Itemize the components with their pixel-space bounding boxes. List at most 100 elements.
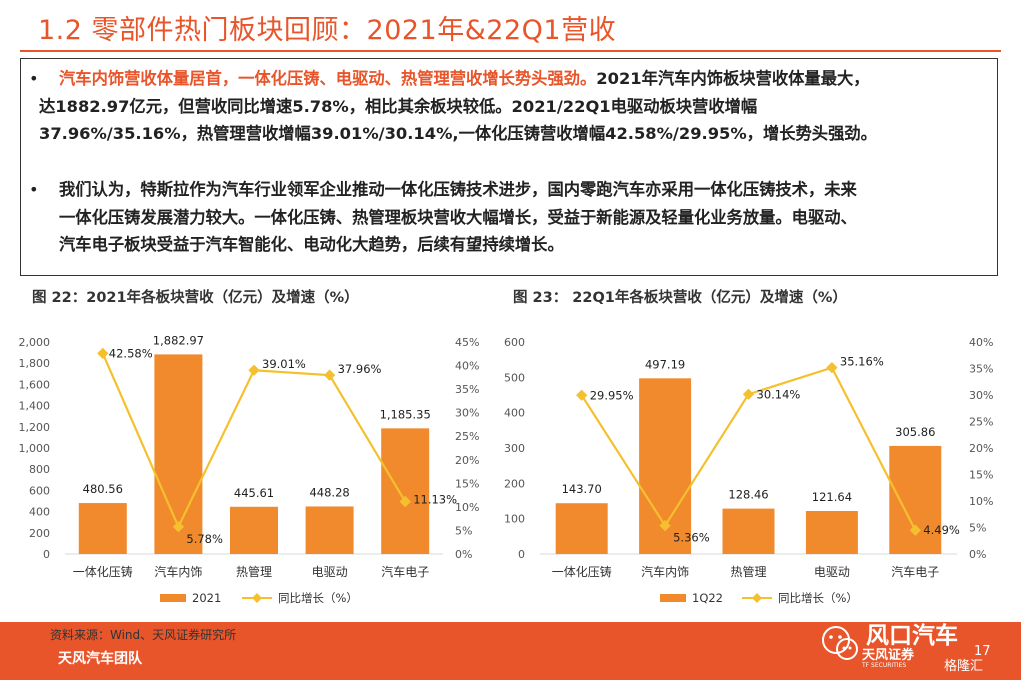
y-left-tick-label: 1,200 <box>19 421 51 434</box>
legend-bar-label: 2021 <box>192 591 221 605</box>
bullet1-line2: 达1882.97亿元，但营收同比增速5.78%，相比其余板块较低。2021/22… <box>39 96 758 116</box>
bar-value-label: 497.19 <box>645 357 685 371</box>
bullet1-line1-rest: 2021年汽车内饰板块营收体量最大， <box>596 69 870 88</box>
x-category-label: 汽车电子 <box>891 564 939 579</box>
y-left-tick-label: 500 <box>504 371 525 384</box>
page-number: 17 <box>974 644 991 659</box>
growth-value-label: 30.14% <box>757 387 801 401</box>
growth-value-label: 35.16% <box>840 355 884 369</box>
y-left-tick-label: 400 <box>504 407 525 420</box>
growth-value-label: 4.49% <box>923 523 960 537</box>
growth-point <box>399 495 411 508</box>
y-right-tick-label: 30% <box>455 407 479 420</box>
legend-line-label: 同比增长（%） <box>278 591 358 605</box>
growth-point <box>248 364 260 376</box>
y-left-tick-label: 400 <box>29 506 50 519</box>
y-right-tick-label: 35% <box>969 363 993 376</box>
x-category-label: 热管理 <box>236 564 272 579</box>
y-left-tick-label: 600 <box>29 484 50 497</box>
y-right-tick-label: 30% <box>969 389 993 402</box>
logo-sub-text: 天风证券 <box>862 648 915 663</box>
summary-bullet-2: • 我们认为，特斯拉作为汽车行业领军企业推动一体化压铸技术进步，国内零跑汽车亦采… <box>29 176 989 259</box>
growth-value-label: 11.13% <box>413 493 457 507</box>
growth-value-label: 42.58% <box>109 346 153 360</box>
bar-value-label: 448.28 <box>309 485 349 499</box>
y-right-tick-label: 45% <box>455 336 479 349</box>
y-right-tick-label: 5% <box>969 522 986 535</box>
y-right-tick-label: 0% <box>455 548 472 561</box>
x-category-label: 电驱动 <box>814 565 850 579</box>
bar <box>555 503 608 554</box>
legend-bar-swatch <box>660 594 686 602</box>
legend-line-marker <box>252 593 262 603</box>
y-left-tick-label: 0 <box>43 548 50 561</box>
bar <box>154 354 203 554</box>
summary-bullet-1: • 汽车内饰营收体量居首，一体化压铸、电驱动、热管理营收增长势头强劲。2021年… <box>29 65 989 148</box>
bar <box>78 503 127 554</box>
y-left-tick-label: 1,400 <box>19 400 51 413</box>
bullet-dot-icon: • <box>29 69 39 88</box>
y-right-tick-label: 40% <box>969 336 993 349</box>
bar-value-label: 305.86 <box>895 425 935 439</box>
wechat-icon <box>822 626 858 660</box>
bar-value-label: 143.70 <box>562 482 602 496</box>
growth-value-label: 39.01% <box>262 357 306 371</box>
growth-value-label: 37.96% <box>338 362 382 376</box>
bullet1-highlight: 汽车内饰营收体量居首，一体化压铸、电驱动、热管理营收增长势头强劲。 <box>59 69 597 88</box>
bar <box>381 428 430 554</box>
y-left-tick-label: 300 <box>504 442 525 455</box>
watermark-text: 格隆汇 <box>944 659 984 674</box>
legend-line-marker <box>752 593 762 603</box>
y-right-tick-label: 40% <box>455 360 479 373</box>
y-right-tick-label: 35% <box>455 383 479 396</box>
bar <box>230 506 278 554</box>
y-right-tick-label: 25% <box>969 416 993 429</box>
bar-value-label: 121.64 <box>812 490 852 504</box>
y-right-tick-label: 15% <box>969 469 993 482</box>
y-left-tick-label: 600 <box>504 336 525 349</box>
y-left-tick-label: 200 <box>504 477 525 490</box>
bar <box>722 508 775 554</box>
logo-en-text: TF SECURITIES <box>862 662 907 669</box>
bullet-dot-icon: • <box>29 180 39 199</box>
team-name: 天风汽车团队 <box>58 651 142 667</box>
bar-value-label: 1,882.97 <box>153 333 204 347</box>
bar <box>889 445 942 554</box>
growth-point <box>659 519 671 532</box>
growth-point <box>909 524 921 536</box>
source-note: 资料来源：Wind、天风证券研究所 <box>50 628 237 642</box>
growth-point <box>97 347 109 360</box>
y-right-tick-label: 0% <box>969 548 986 561</box>
y-left-tick-label: 100 <box>504 513 525 526</box>
y-right-tick-label: 5% <box>455 524 472 537</box>
bar-value-label: 1,185.35 <box>380 407 431 421</box>
bullet2-line2: 一体化压铸发展潜力较大。一体化压铸、热管理板块营收大幅增长，受益于新能源及轻量化… <box>59 207 857 227</box>
bullet2-line1: 我们认为，特斯拉作为汽车行业领军企业推动一体化压铸技术进步，国内零跑汽车亦采用一… <box>59 180 857 199</box>
x-category-label: 电驱动 <box>312 565 348 579</box>
chart-22q1-revenue: 0 100 200 300 400 500 600 0% 5% 10% 15% 20% 25% 30% 35… <box>504 336 993 605</box>
y-right-tick-label: 20% <box>969 442 993 455</box>
y-right-tick-label: 10% <box>455 501 479 514</box>
growth-value-label: 5.36% <box>673 531 710 545</box>
title-divider <box>20 50 1001 52</box>
chart-2021-revenue: 0 200 400 600 800 1,000 1,200 1,400 1,600 1,800 2,… <box>19 333 480 605</box>
summary-box: • 汽车内饰营收体量居首，一体化压铸、电驱动、热管理营收增长势头强劲。2021年… <box>20 58 998 276</box>
x-category-label: 一体化压铸 <box>552 564 612 579</box>
page-title: 1.2 零部件热门板块回顾：2021年&22Q1营收 <box>38 15 617 46</box>
y-left-tick-label: 1,800 <box>19 357 51 370</box>
x-category-label: 热管理 <box>730 564 766 579</box>
bar <box>305 506 354 554</box>
x-category-label: 一体化压铸 <box>73 564 133 579</box>
growth-point <box>172 521 185 533</box>
y-left-tick-label: 200 <box>29 527 50 540</box>
y-right-tick-label: 25% <box>455 430 479 443</box>
growth-point <box>826 361 838 374</box>
bullet2-line3: 汽车电子板块受益于汽车智能化、电动化大趋势，后续有望持续增长。 <box>59 235 564 254</box>
bar-value-label: 480.56 <box>83 482 123 496</box>
y-right-tick-label: 15% <box>455 477 479 490</box>
y-left-tick-label: 2,000 <box>19 336 51 349</box>
y-left-tick-label: 1,600 <box>19 378 51 391</box>
y-left-tick-label: 800 <box>29 463 50 476</box>
growth-value-label: 29.95% <box>590 388 634 402</box>
footer-bar <box>0 622 1021 680</box>
